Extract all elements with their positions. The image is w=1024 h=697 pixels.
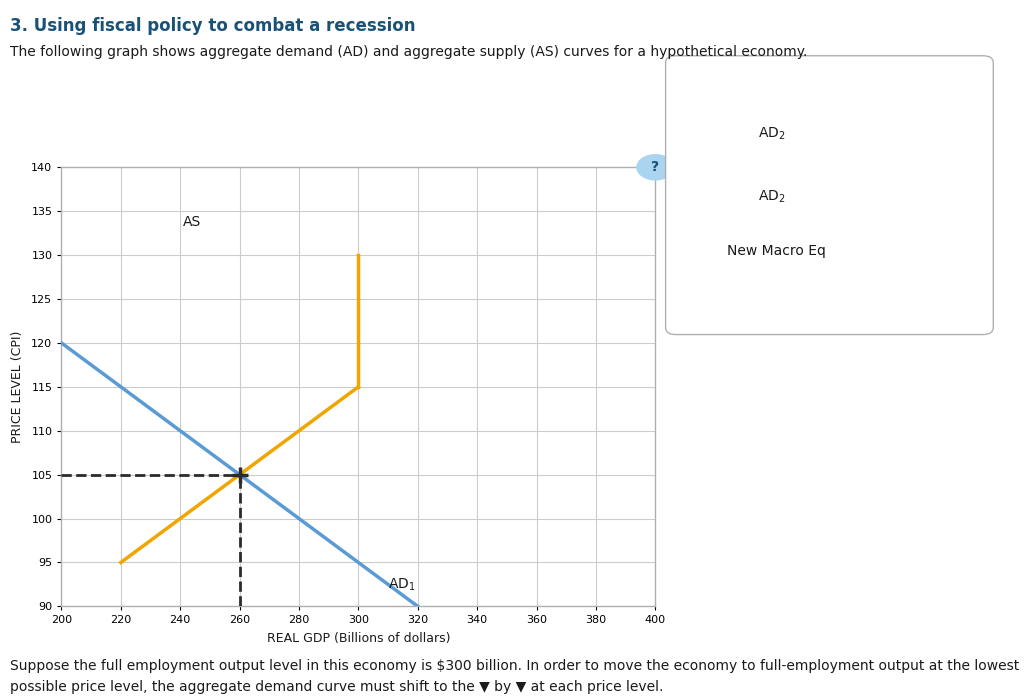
Circle shape bbox=[637, 155, 674, 180]
Text: New Macro Eq: New Macro Eq bbox=[727, 244, 826, 258]
Text: AS: AS bbox=[183, 215, 202, 229]
Text: AD$_2$: AD$_2$ bbox=[758, 188, 785, 205]
Text: 3. Using fiscal policy to combat a recession: 3. Using fiscal policy to combat a reces… bbox=[10, 17, 416, 36]
Text: possible price level, the aggregate demand curve must shift to the ▼ by ▼ at eac: possible price level, the aggregate dema… bbox=[10, 680, 664, 694]
Text: AD$_2$: AD$_2$ bbox=[758, 125, 785, 142]
Text: The following graph shows aggregate demand (AD) and aggregate supply (AS) curves: The following graph shows aggregate dema… bbox=[10, 45, 808, 59]
Text: AD$_1$: AD$_1$ bbox=[388, 577, 416, 593]
Y-axis label: PRICE LEVEL (CPI): PRICE LEVEL (CPI) bbox=[11, 330, 25, 443]
Text: ?: ? bbox=[651, 160, 659, 174]
X-axis label: REAL GDP (Billions of dollars): REAL GDP (Billions of dollars) bbox=[266, 632, 451, 645]
Text: Suppose the full employment output level in this economy is $300 billion. In ord: Suppose the full employment output level… bbox=[10, 659, 1020, 673]
